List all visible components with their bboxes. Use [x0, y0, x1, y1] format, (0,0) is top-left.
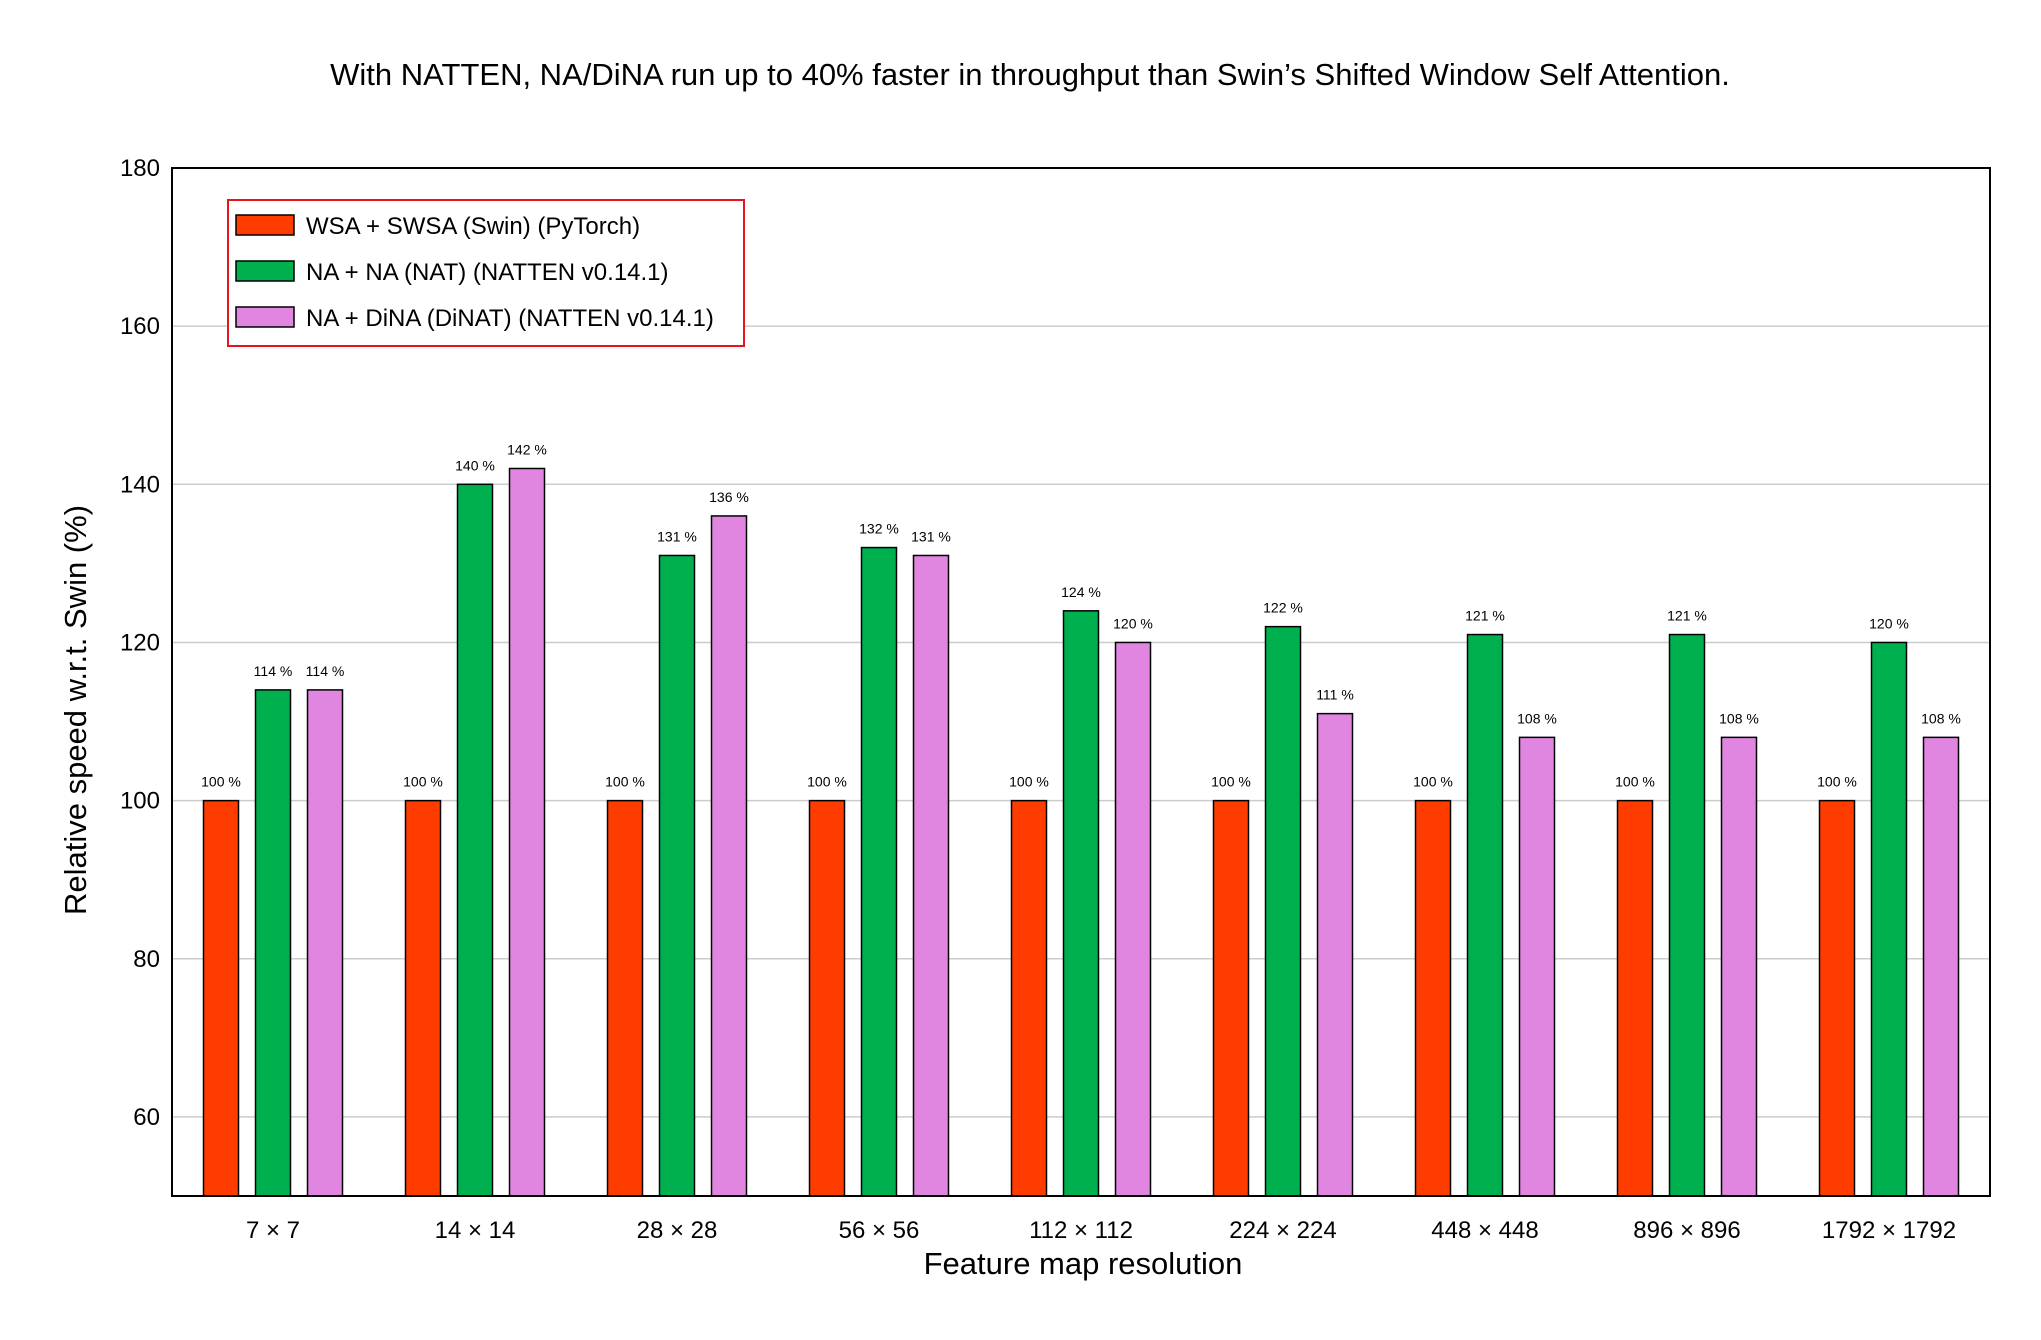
bar-3-4 — [912, 554, 950, 1197]
bar-value-labels: 100 % 114 % 114 % 100 % 140 % 142 % 100 % 131 %… — [201, 441, 1961, 789]
x-tick-label-3: 28 × 28 — [637, 1217, 718, 1244]
y-tick-label-80: 80 — [133, 946, 160, 973]
legend-swatch-1 — [235, 214, 295, 236]
bar-value-label-3-1: 114 % — [306, 663, 345, 679]
bars — [202, 467, 1960, 1197]
x-tick-label-2: 14 × 14 — [435, 1217, 516, 1244]
bar-2-8 — [1668, 633, 1706, 1197]
x-tick-label-5: 112 × 112 — [1029, 1217, 1133, 1244]
bar-value-label-3-6: 111 % — [1316, 687, 1354, 703]
bar-value-label-3-8: 108 % — [1719, 710, 1759, 726]
legend-label-2: NA + NA (NAT) (NATTEN v0.14.1) — [306, 259, 669, 286]
bar-value-label-2-4: 132 % — [859, 521, 899, 537]
bar-3-9 — [1922, 736, 1960, 1197]
bar-3-7 — [1518, 736, 1556, 1197]
bar-value-label-2-8: 121 % — [1667, 608, 1707, 624]
bar-1-1 — [202, 799, 240, 1197]
bar-value-label-2-3: 131 % — [657, 528, 697, 544]
bar-value-label-2-7: 121 % — [1465, 608, 1505, 624]
y-tick-label-60: 60 — [133, 1104, 160, 1131]
bar-3-6 — [1316, 712, 1354, 1197]
legend-label-1: WSA + SWSA (Swin) (PyTorch) — [306, 213, 640, 240]
x-tick-label-7: 448 × 448 — [1431, 1217, 1538, 1244]
bar-2-4 — [860, 546, 898, 1197]
bar-value-label-2-5: 124 % — [1061, 584, 1101, 600]
bar-value-label-3-9: 108 % — [1921, 710, 1961, 726]
bar-value-label-2-2: 140 % — [455, 457, 495, 473]
bar-value-label-3-2: 142 % — [507, 441, 547, 457]
bar-3-5 — [1114, 641, 1152, 1197]
y-tick-label-180: 180 — [120, 155, 160, 182]
bar-2-1 — [254, 689, 292, 1197]
bar-2-5 — [1062, 610, 1100, 1197]
bar-value-label-1-7: 100 % — [1413, 774, 1453, 790]
bar-value-label-1-8: 100 % — [1615, 774, 1655, 790]
bar-1-9 — [1818, 799, 1856, 1197]
bar-1-3 — [606, 799, 644, 1197]
bar-value-label-1-6: 100 % — [1211, 774, 1251, 790]
bar-value-label-1-1: 100 % — [201, 774, 241, 790]
bar-2-3 — [658, 554, 696, 1197]
y-axis-ticks: 60 80 100 120 140 160 180 — [120, 155, 160, 1131]
bar-value-label-2-1: 114 % — [254, 663, 293, 679]
x-tick-label-1: 7 × 7 — [246, 1217, 300, 1244]
bar-value-label-1-3: 100 % — [605, 774, 645, 790]
bar-2-9 — [1870, 641, 1908, 1197]
plot-area-frame — [171, 167, 1991, 1197]
bar-value-label-3-3: 136 % — [709, 489, 749, 505]
bar-2-2 — [456, 483, 494, 1197]
chart-title: With NATTEN, NA/DiNA run up to 40% faste… — [330, 57, 1730, 92]
bar-3-2 — [508, 467, 546, 1197]
bar-value-label-1-4: 100 % — [807, 774, 847, 790]
bar-2-7 — [1466, 633, 1504, 1197]
y-axis-label: Relative speed w.r.t. Swin (%) — [58, 505, 93, 915]
bar-value-label-3-4: 131 % — [911, 528, 951, 544]
bar-value-label-3-5: 120 % — [1113, 615, 1153, 631]
x-tick-label-6: 224 × 224 — [1229, 1217, 1336, 1244]
bar-value-label-1-2: 100 % — [403, 774, 443, 790]
bar-3-8 — [1720, 736, 1758, 1197]
x-axis-ticks: 7 × 7 14 × 14 28 × 28 56 × 56 112 × 112 224 ×… — [246, 1217, 1956, 1244]
legend-swatch-2 — [235, 260, 295, 282]
y-tick-label-160: 160 — [120, 313, 160, 340]
bar-value-label-2-6: 122 % — [1263, 600, 1303, 616]
bar-1-8 — [1616, 799, 1654, 1197]
bar-value-label-3-7: 108 % — [1517, 710, 1557, 726]
bar-1-2 — [404, 799, 442, 1197]
bar-1-4 — [808, 799, 846, 1197]
legend: WSA + SWSA (Swin) (PyTorch) NA + NA (NAT)… — [227, 199, 745, 347]
bar-2-6 — [1264, 625, 1302, 1197]
legend-frame — [227, 199, 745, 347]
bar-value-label-2-9: 120 % — [1869, 615, 1909, 631]
x-axis-label: Feature map resolution — [924, 1246, 1243, 1281]
y-tick-label-120: 120 — [120, 629, 160, 656]
bar-value-label-1-5: 100 % — [1009, 774, 1049, 790]
x-tick-label-8: 896 × 896 — [1633, 1217, 1740, 1244]
x-tick-label-9: 1792 × 1792 — [1822, 1217, 1956, 1244]
legend-label-3: NA + DiNA (DiNAT) (NATTEN v0.14.1) — [306, 305, 714, 332]
bar-1-5 — [1010, 799, 1048, 1197]
y-tick-label-100: 100 — [120, 788, 160, 815]
bar-3-1 — [306, 689, 344, 1197]
bar-1-7 — [1414, 799, 1452, 1197]
bar-value-label-1-9: 100 % — [1817, 774, 1857, 790]
bar-3-3 — [710, 515, 748, 1197]
bar-1-6 — [1212, 799, 1250, 1197]
x-tick-label-4: 56 × 56 — [839, 1217, 920, 1244]
legend-swatch-3 — [235, 306, 295, 328]
y-tick-label-140: 140 — [120, 471, 160, 498]
